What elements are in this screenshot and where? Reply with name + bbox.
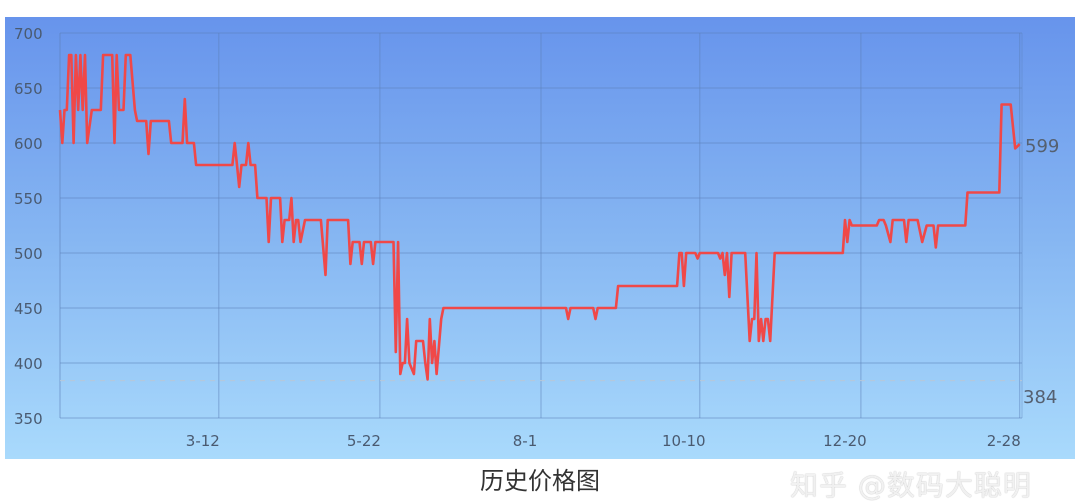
min-price-label: 384 <box>1023 387 1057 408</box>
price-line <box>60 55 1020 380</box>
y-tick-label: 500 <box>14 245 43 263</box>
y-tick-label: 600 <box>14 135 43 153</box>
y-tick-label: 650 <box>14 80 43 98</box>
y-tick-label: 350 <box>14 410 43 428</box>
x-tick-label: 3-12 <box>186 432 220 450</box>
current-price-label: 599 <box>1025 136 1059 157</box>
y-tick-label: 700 <box>14 25 43 43</box>
x-tick-label: 5-22 <box>347 432 381 450</box>
x-tick-label: 8-1 <box>513 432 538 450</box>
y-tick-label: 450 <box>14 300 43 318</box>
watermark: 知乎 @数码大聪明 <box>790 464 1032 504</box>
x-tick-label: 10-10 <box>662 432 706 450</box>
y-tick-label: 400 <box>14 355 43 373</box>
x-tick-label: 2-28 <box>987 432 1021 450</box>
y-tick-label: 550 <box>14 190 43 208</box>
x-tick-label: 12-20 <box>823 432 867 450</box>
